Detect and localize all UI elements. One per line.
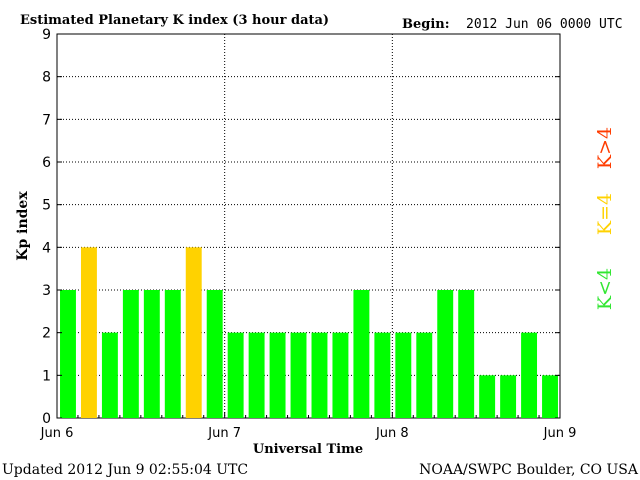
- y-axis-ticks: 0 1 2 3 4 5 6 7 8 9: [42, 27, 560, 427]
- begin-value: 2012 Jun 06 0000 UTC: [466, 17, 623, 32]
- kp-bar: [458, 290, 475, 418]
- y-tick-label: 5: [42, 198, 51, 214]
- legend-k-equal-4: K=4: [594, 193, 616, 235]
- y-tick-label: 6: [42, 155, 51, 171]
- kp-bar: [395, 332, 412, 418]
- kp-bar: [437, 290, 454, 418]
- updated-timestamp: Updated 2012 Jun 9 02:55:04 UTC: [2, 462, 248, 478]
- x-tick-label: Jun 7: [207, 426, 241, 441]
- kp-bar: [143, 290, 160, 418]
- x-axis-ticks: Jun 6 Jun 7 Jun 8 Jun 9: [40, 412, 577, 441]
- kp-bar: [416, 332, 433, 418]
- plot-area: [56, 33, 561, 419]
- kp-bar: [185, 247, 202, 418]
- y-tick-label: 0: [42, 411, 51, 427]
- begin-label: Begin:: [402, 17, 450, 32]
- kp-bar: [101, 332, 118, 418]
- y-tick-label: 1: [42, 368, 51, 384]
- kp-bar: [122, 290, 139, 418]
- bars: [60, 247, 558, 418]
- kp-bar: [353, 290, 370, 418]
- x-tick-label: Jun 6: [40, 426, 74, 441]
- y-tick-label: 8: [42, 70, 51, 86]
- gridlines: [57, 34, 560, 418]
- y-tick-label: 2: [42, 326, 51, 342]
- kp-bar: [521, 332, 538, 418]
- kp-bar: [227, 332, 244, 418]
- kp-bar: [374, 332, 391, 418]
- y-tick-label: 7: [42, 112, 51, 128]
- y-axis-label: Kp index: [15, 191, 31, 261]
- kp-bar: [206, 290, 223, 418]
- kp-bar: [269, 332, 286, 418]
- kp-bar: [248, 332, 265, 418]
- kp-bar: [500, 375, 517, 418]
- y-tick-label: 3: [42, 283, 51, 299]
- x-tick-label: Jun 9: [543, 426, 577, 441]
- kp-bar: [164, 290, 181, 418]
- kp-bar: [60, 290, 76, 418]
- kp-bar: [311, 332, 328, 418]
- kp-bar: [80, 247, 97, 418]
- kp-bar: [332, 332, 349, 418]
- y-tick-label: 9: [42, 27, 51, 43]
- chart-title: Estimated Planetary K index (3 hour data…: [20, 13, 329, 28]
- legend-k-less-4: K<4: [594, 268, 616, 310]
- kp-bar: [542, 375, 558, 418]
- legend-k-greater-4: K>4: [594, 127, 616, 169]
- kp-bar: [290, 332, 307, 418]
- x-axis-label: Universal Time: [253, 442, 363, 457]
- kp-bar: [479, 375, 496, 418]
- y-tick-label: 4: [42, 240, 51, 256]
- x-tick-label: Jun 8: [375, 426, 409, 441]
- source-credit: NOAA/SWPC Boulder, CO USA: [419, 462, 639, 478]
